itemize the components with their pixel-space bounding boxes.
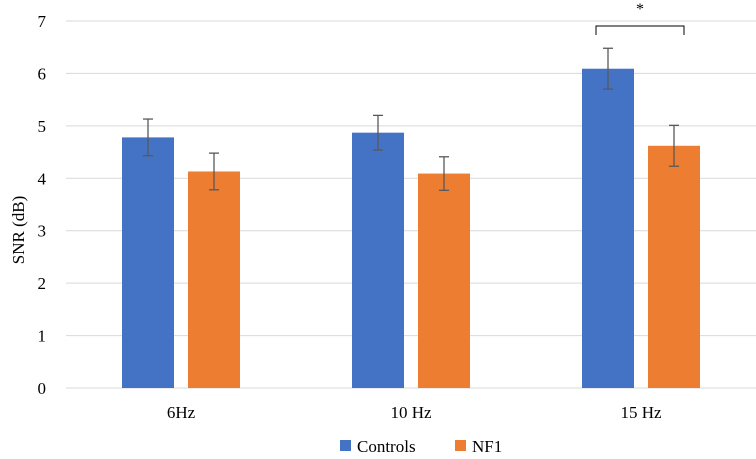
significance-marker: *	[636, 1, 644, 18]
y-tick-label: 5	[38, 117, 47, 136]
legend-swatch-nf1	[455, 440, 466, 451]
bar-nf1-2	[418, 174, 470, 388]
legend-label-nf1: NF1	[472, 437, 502, 456]
bar-nf1-1	[188, 171, 240, 388]
y-tick-label: 4	[38, 169, 47, 188]
bar-nf1-3	[648, 146, 700, 388]
legend-label-controls: Controls	[357, 437, 416, 456]
annotations: *	[596, 1, 684, 35]
significance-bracket	[596, 26, 684, 35]
y-tick-label: 3	[38, 222, 47, 241]
y-tick-label: 0	[38, 379, 47, 398]
legend-swatch-controls	[340, 440, 351, 451]
y-axis-ticks: 0 1 2 3 4 5 6 7	[38, 12, 47, 398]
y-tick-label: 7	[38, 12, 47, 31]
y-tick-label: 6	[38, 64, 47, 83]
x-tick-label: 10 Hz	[390, 403, 432, 422]
y-axis-title: SNR (dB)	[9, 196, 28, 264]
bar-controls-3	[582, 69, 634, 388]
bar-controls-1	[122, 137, 174, 388]
legend: Controls NF1	[340, 437, 502, 456]
y-tick-label: 1	[38, 327, 47, 346]
bars	[122, 69, 700, 388]
x-tick-label: 6Hz	[167, 403, 196, 422]
y-tick-label: 2	[38, 274, 47, 293]
x-axis-ticks: 6Hz 10 Hz 15 Hz	[167, 403, 662, 422]
bar-controls-2	[352, 133, 404, 388]
x-tick-label: 15 Hz	[620, 403, 662, 422]
